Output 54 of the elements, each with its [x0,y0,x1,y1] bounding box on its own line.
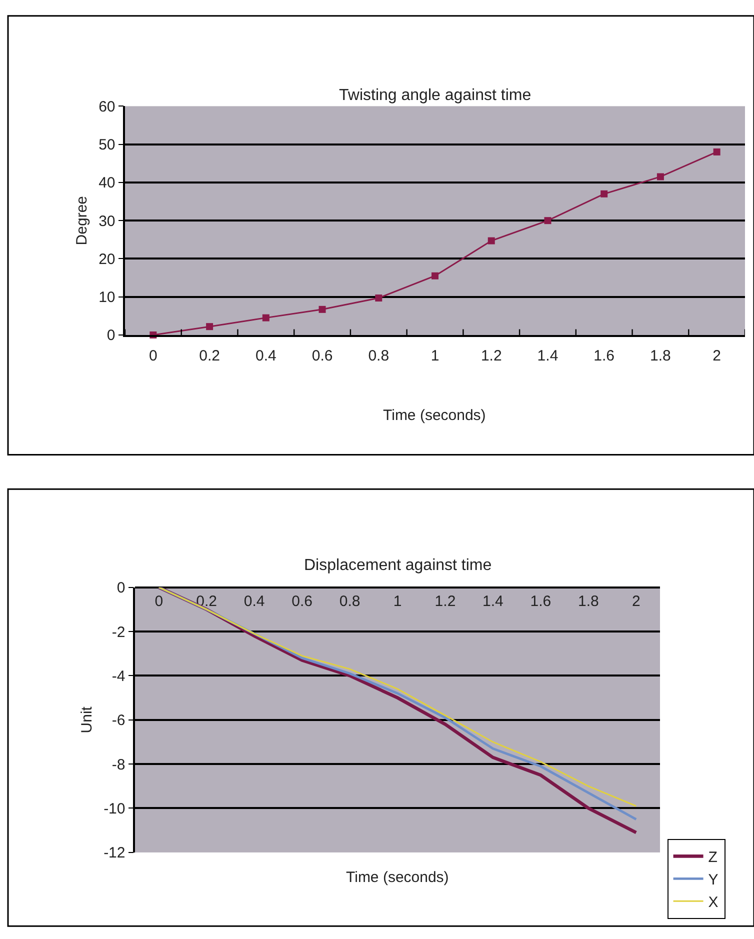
x-tick-label: 0.8 [368,348,390,365]
legend-label: Y [708,872,718,889]
y-tick-label: 40 [98,174,116,192]
x-tick-label: 1.4 [482,593,504,610]
y-tick-label: 0 [116,580,126,597]
y-tick-label: -4 [112,668,126,685]
point [600,190,608,198]
legend-label: X [708,894,718,912]
x-tick-label: 1.4 [537,348,558,365]
x-tick-label: 0.2 [199,348,220,365]
x-tick-label: 1.2 [434,593,456,610]
y-tick-label: 60 [98,98,116,116]
chart-title: Twisting angle against time [339,87,532,104]
y-tick-label: -2 [112,624,126,641]
x-tick-label: 0 [154,593,164,610]
y-axis-title: Unit [78,706,96,734]
x-tick-label: 2 [632,593,640,610]
point [206,323,214,330]
x-tick-label: 1 [430,348,440,365]
x-tick-label: 0.6 [292,593,312,610]
x-axis-title: Time (seconds) [383,407,486,424]
x-tick-label: 1.8 [650,348,671,365]
y-tick-label: -10 [104,800,126,818]
x-tick-label: 0.4 [244,593,265,610]
x-tick-label: 1.8 [578,593,599,610]
y-axis-title: Degree [73,196,90,246]
point [375,294,382,302]
x-tick-label: 0 [149,348,158,365]
x-tick-label: 0.8 [339,593,360,610]
x-tick-label: 1.6 [530,593,552,610]
x-axis-title: Time (seconds) [346,869,449,886]
x-tick-label: 1.6 [594,348,615,365]
y-tick-label: -6 [112,712,126,730]
y-tick-label: 20 [98,250,116,268]
point [262,314,270,322]
y-tick-label: 30 [98,212,116,230]
chart-title: Displacement against time [304,557,492,574]
y-tick-label: 50 [98,136,116,154]
y-tick-label: -8 [112,756,126,774]
y-tick-label: 0 [106,327,116,344]
point [656,173,664,180]
x-tick-label: 1 [393,593,402,610]
point [713,148,720,156]
point [488,237,495,244]
point [318,306,326,313]
x-tick-label: 2 [712,348,721,365]
y-tick-label: 10 [98,289,116,306]
x-tick-label: 1.2 [480,348,502,365]
point [432,272,438,280]
legend-label: Z [708,849,718,866]
x-tick-label: 0.4 [255,348,276,365]
x-tick-label: 0.6 [312,348,333,365]
point [544,217,552,224]
y-tick-label: -12 [104,844,126,862]
